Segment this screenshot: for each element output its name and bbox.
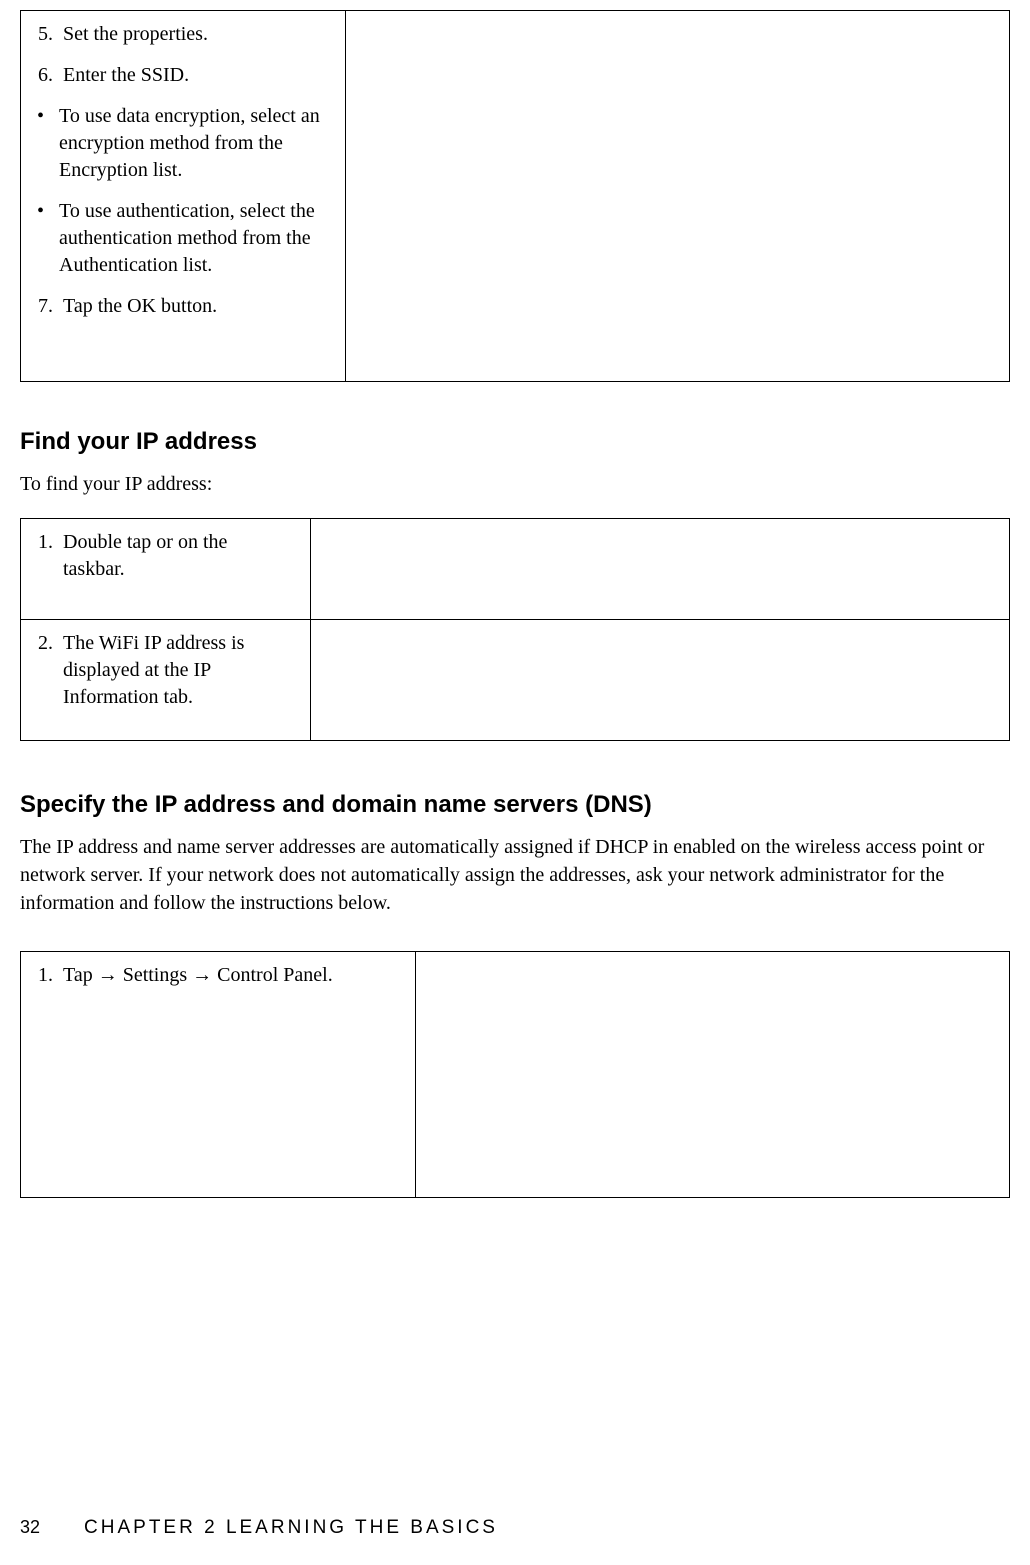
section-intro: The IP address and name server addresses… (20, 833, 1010, 917)
item-text: Enter the SSID. (63, 62, 327, 89)
instruction-right-col (346, 11, 1009, 381)
instruction-right-col (311, 620, 1009, 740)
item-text: Double tap or on the taskbar. (63, 529, 292, 583)
instruction-right-col (416, 952, 1009, 1197)
instruction-table-1: 5. Set the properties. 6. Enter the SSID… (20, 10, 1010, 382)
instruction-left-col: 1. Tap → Settings → Control Panel. (21, 952, 416, 1197)
table-row: 1. Double tap or on the taskbar. (20, 518, 1010, 620)
page-number: 32 (20, 1517, 40, 1538)
item-text: Tap the OK button. (63, 293, 327, 320)
item-number: 1. (35, 529, 63, 583)
instruction-table-2: 1. Double tap or on the taskbar. 2. The … (20, 518, 1010, 741)
list-item: 1. Tap → Settings → Control Panel. (35, 962, 397, 989)
section-heading-dns: Specify the IP address and domain name s… (20, 791, 1010, 819)
list-item: 6. Enter the SSID. (35, 62, 327, 89)
list-item: • To use data encryption, select an encr… (35, 103, 327, 184)
item-text: Tap → Settings → Control Panel. (63, 962, 397, 989)
item-number: 7. (35, 293, 63, 320)
instruction-left-col: 2. The WiFi IP address is displayed at t… (21, 620, 311, 740)
list-item: 5. Set the properties. (35, 21, 327, 48)
section-heading-find-ip: Find your IP address (20, 428, 1010, 456)
item-text: To use data encryption, select an encryp… (59, 103, 327, 184)
section-intro: To find your IP address: (20, 470, 1010, 498)
item-text: Set the properties. (63, 21, 327, 48)
item-number: 6. (35, 62, 63, 89)
item-number: 2. (35, 630, 63, 711)
list-item: 1. Double tap or on the taskbar. (35, 529, 292, 583)
chapter-title: CHAPTER 2 LEARNING THE BASICS (84, 1517, 498, 1539)
page-footer: 32 CHAPTER 2 LEARNING THE BASICS (20, 1517, 498, 1539)
table-row: 2. The WiFi IP address is displayed at t… (20, 620, 1010, 741)
item-number: 5. (35, 21, 63, 48)
instruction-left-col: 5. Set the properties. 6. Enter the SSID… (21, 11, 346, 381)
list-item: 2. The WiFi IP address is displayed at t… (35, 630, 292, 711)
list-item: • To use authentication, select the auth… (35, 198, 327, 279)
instruction-left-col: 1. Double tap or on the taskbar. (21, 519, 311, 619)
instruction-right-col (311, 519, 1009, 619)
bullet-icon: • (35, 103, 59, 184)
instruction-table-3: 1. Tap → Settings → Control Panel. (20, 951, 1010, 1198)
list-item: 7. Tap the OK button. (35, 293, 327, 320)
item-text: To use authentication, select the authen… (59, 198, 327, 279)
item-number: 1. (35, 962, 63, 989)
bullet-icon: • (35, 198, 59, 279)
item-text: The WiFi IP address is displayed at the … (63, 630, 292, 711)
